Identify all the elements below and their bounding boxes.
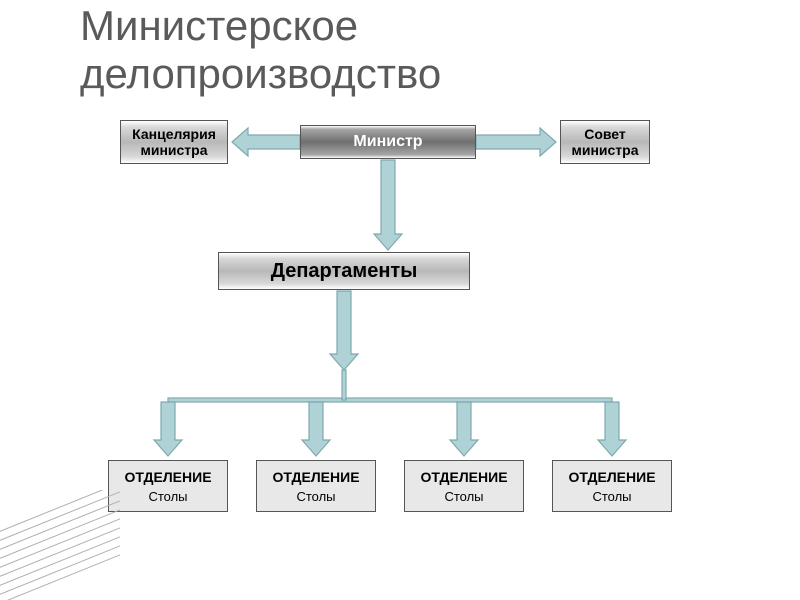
node-departments: Департаменты bbox=[218, 252, 470, 290]
decor-line bbox=[0, 499, 120, 575]
title-line2: делопроизводство bbox=[80, 50, 441, 97]
decor-line bbox=[0, 517, 120, 593]
node-chancery: Канцелярияминистра bbox=[120, 120, 228, 164]
decor-line bbox=[0, 526, 120, 600]
corner-decor bbox=[0, 490, 120, 600]
title-line1: Министерское bbox=[80, 2, 358, 49]
node-section-3: ОТДЕЛЕНИЕСтолы bbox=[552, 460, 672, 512]
node-section-2: ОТДЕЛЕНИЕСтолы bbox=[404, 460, 524, 512]
page-title: Министерское делопроизводство bbox=[80, 2, 441, 99]
decor-line bbox=[0, 508, 120, 584]
node-section-0: ОТДЕЛЕНИЕСтолы bbox=[108, 460, 228, 512]
decor-line bbox=[0, 490, 120, 566]
node-council: Советминистра bbox=[560, 120, 650, 164]
node-section-1: ОТДЕЛЕНИЕСтолы bbox=[256, 460, 376, 512]
node-minister: Министр bbox=[300, 125, 476, 159]
